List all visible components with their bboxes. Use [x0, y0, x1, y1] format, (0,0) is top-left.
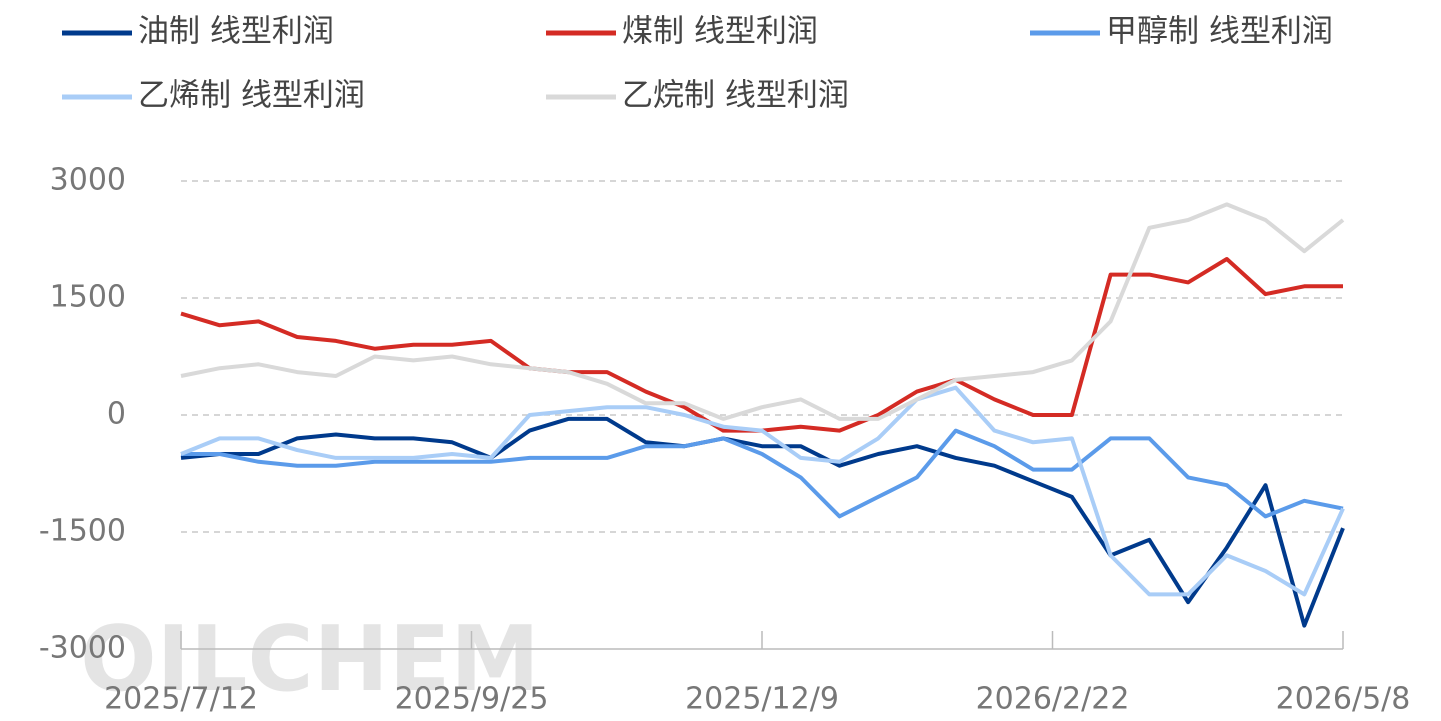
- legend-label: 油制 线型利润: [138, 14, 334, 50]
- series-line: [181, 428, 1344, 519]
- x-tick-label: 2026/5/8: [1276, 682, 1411, 717]
- series-line: [180, 202, 1345, 421]
- y-tick-label: 1500: [50, 280, 126, 315]
- watermark: OILCHEM: [80, 607, 540, 712]
- series-line: [180, 385, 1345, 597]
- y-tick-label: -1500: [39, 514, 126, 549]
- x-tick-label: 2025/12/9: [685, 682, 839, 717]
- y-tick-label: -3000: [39, 631, 126, 666]
- y-tick-label: 3000: [50, 163, 126, 198]
- y-tick-label: 0: [107, 397, 126, 432]
- x-tick-label: 2025/7/12: [104, 682, 258, 717]
- series-line: [180, 257, 1343, 433]
- x-tick-label: 2026/2/22: [976, 682, 1130, 717]
- legend-label: 乙烯制 线型利润: [138, 78, 365, 114]
- legend-label: 乙烷制 线型利润: [622, 78, 849, 114]
- x-tick-label: 2025/9/25: [395, 682, 549, 717]
- legend-label: 甲醇制 线型利润: [1106, 14, 1333, 50]
- legend-label: 煤制 线型利润: [622, 14, 818, 50]
- series-line: [180, 416, 1345, 628]
